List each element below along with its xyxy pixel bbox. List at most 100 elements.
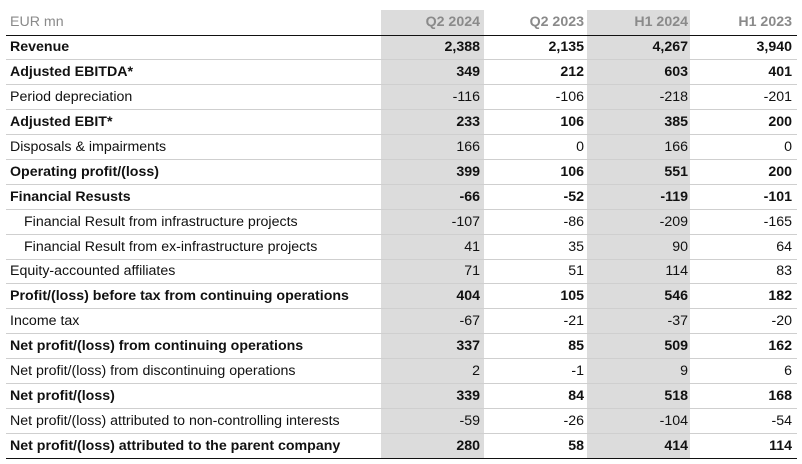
row-label: Net profit/(loss) attributed to non-cont…	[6, 408, 381, 434]
cell-value: 399	[381, 159, 485, 185]
cell-value: 166	[381, 134, 485, 160]
cell-value: 58	[485, 433, 589, 459]
table-row: Adjusted EBITDA* 349 212 603 401	[6, 59, 797, 86]
cell-value: 85	[485, 333, 589, 360]
cell-value: -119	[589, 184, 693, 210]
cell-value: 105	[485, 283, 589, 310]
cell-value: -52	[485, 184, 589, 210]
table-row: Net profit/(loss) attributed to non-cont…	[6, 408, 797, 434]
row-label: Financial Result from infrastructure pro…	[6, 209, 381, 235]
cell-value: -26	[485, 408, 589, 434]
cell-value: 414	[589, 433, 693, 459]
cell-value: -201	[693, 84, 797, 111]
table-row: Income tax -67 -21 -37 -20	[6, 308, 797, 335]
cell-value: -1	[485, 358, 589, 384]
cell-value: -104	[589, 408, 693, 434]
row-label: Revenue	[6, 35, 381, 61]
cell-value: 83	[693, 259, 797, 285]
cell-value: 41	[381, 234, 485, 260]
cell-value: 84	[485, 383, 589, 409]
row-label: Profit/(loss) before tax from continuing…	[6, 283, 381, 310]
cell-value: 9	[589, 358, 693, 384]
column-header-q2-2023: Q2 2023	[485, 10, 589, 36]
row-label: Financial Resusts	[6, 184, 381, 210]
cell-value: 551	[589, 159, 693, 185]
cell-value: 212	[485, 59, 589, 86]
row-label: Equity-accounted affiliates	[6, 259, 381, 285]
table-row: Profit/(loss) before tax from continuing…	[6, 283, 797, 310]
cell-value: -67	[381, 308, 485, 335]
cell-value: 71	[381, 259, 485, 285]
cell-value: 114	[589, 259, 693, 285]
cell-value: 339	[381, 383, 485, 409]
cell-value: 106	[485, 159, 589, 185]
cell-value: -101	[693, 184, 797, 210]
table-row: Financial Result from ex-infrastructure …	[6, 234, 797, 260]
cell-value: 200	[693, 159, 797, 185]
row-label: Net profit/(loss)	[6, 383, 381, 409]
cell-value: -107	[381, 209, 485, 235]
row-label: Income tax	[6, 308, 381, 335]
column-header-h1-2023: H1 2023	[693, 10, 797, 36]
cell-value: 603	[589, 59, 693, 86]
cell-value: 337	[381, 333, 485, 360]
cell-value: 3,940	[693, 35, 797, 61]
cell-value: -165	[693, 209, 797, 235]
table-row: Net profit/(loss) from continuing operat…	[6, 333, 797, 360]
cell-value: 2,135	[485, 35, 589, 61]
cell-value: 385	[589, 109, 693, 136]
cell-value: 168	[693, 383, 797, 409]
row-label: Operating profit/(loss)	[6, 159, 381, 185]
column-header-h1-2024: H1 2024	[589, 10, 693, 36]
cell-value: 162	[693, 333, 797, 360]
row-label: Financial Result from ex-infrastructure …	[6, 234, 381, 260]
cell-value: 546	[589, 283, 693, 310]
cell-value: -20	[693, 308, 797, 335]
cell-value: 518	[589, 383, 693, 409]
column-header-q2-2024: Q2 2024	[381, 10, 485, 36]
cell-value: 200	[693, 109, 797, 136]
table-row: Period depreciation -116 -106 -218 -201	[6, 84, 797, 111]
cell-value: -54	[693, 408, 797, 434]
table-body: Revenue 2,388 2,135 4,267 3,940 Adjusted EBIT…	[6, 35, 797, 459]
cell-value: -37	[589, 308, 693, 335]
cell-value: -116	[381, 84, 485, 111]
row-label: Period depreciation	[6, 84, 381, 111]
row-label: Net profit/(loss) from continuing operat…	[6, 333, 381, 360]
row-label: Net profit/(loss) from discontinuing ope…	[6, 358, 381, 384]
cell-value: 0	[485, 134, 589, 160]
cell-value: 509	[589, 333, 693, 360]
cell-value: 233	[381, 109, 485, 136]
unit-label: EUR mn	[6, 10, 381, 36]
cell-value: 51	[485, 259, 589, 285]
cell-value: -59	[381, 408, 485, 434]
cell-value: -209	[589, 209, 693, 235]
row-label: Disposals & impairments	[6, 134, 381, 160]
cell-value: 114	[693, 433, 797, 459]
cell-value: 349	[381, 59, 485, 86]
row-label: Adjusted EBIT*	[6, 109, 381, 136]
table-row: Operating profit/(loss) 399 106 551 200	[6, 159, 797, 185]
header-row: EUR mn Q2 2024 Q2 2023 H1 2024 H1 2023	[6, 10, 797, 36]
cell-value: 4,267	[589, 35, 693, 61]
cell-value: 106	[485, 109, 589, 136]
cell-value: 182	[693, 283, 797, 310]
cell-value: 6	[693, 358, 797, 384]
cell-value: -86	[485, 209, 589, 235]
cell-value: -21	[485, 308, 589, 335]
table-row: Net profit/(loss) attributed to the pare…	[6, 433, 797, 459]
cell-value: 166	[589, 134, 693, 160]
table-row: Adjusted EBIT* 233 106 385 200	[6, 109, 797, 136]
cell-value: 280	[381, 433, 485, 459]
table-row: Financial Result from infrastructure pro…	[6, 209, 797, 235]
cell-value: 2,388	[381, 35, 485, 61]
cell-value: 0	[693, 134, 797, 160]
cell-value: -218	[589, 84, 693, 111]
cell-value: 64	[693, 234, 797, 260]
cell-value: 2	[381, 358, 485, 384]
table-row: Financial Resusts -66 -52 -119 -101	[6, 184, 797, 210]
cell-value: 90	[589, 234, 693, 260]
table-row: Net profit/(loss) from discontinuing ope…	[6, 358, 797, 384]
cell-value: 35	[485, 234, 589, 260]
income-statement-table: EUR mn Q2 2024 Q2 2023 H1 2024 H1 2023 R…	[6, 10, 797, 459]
